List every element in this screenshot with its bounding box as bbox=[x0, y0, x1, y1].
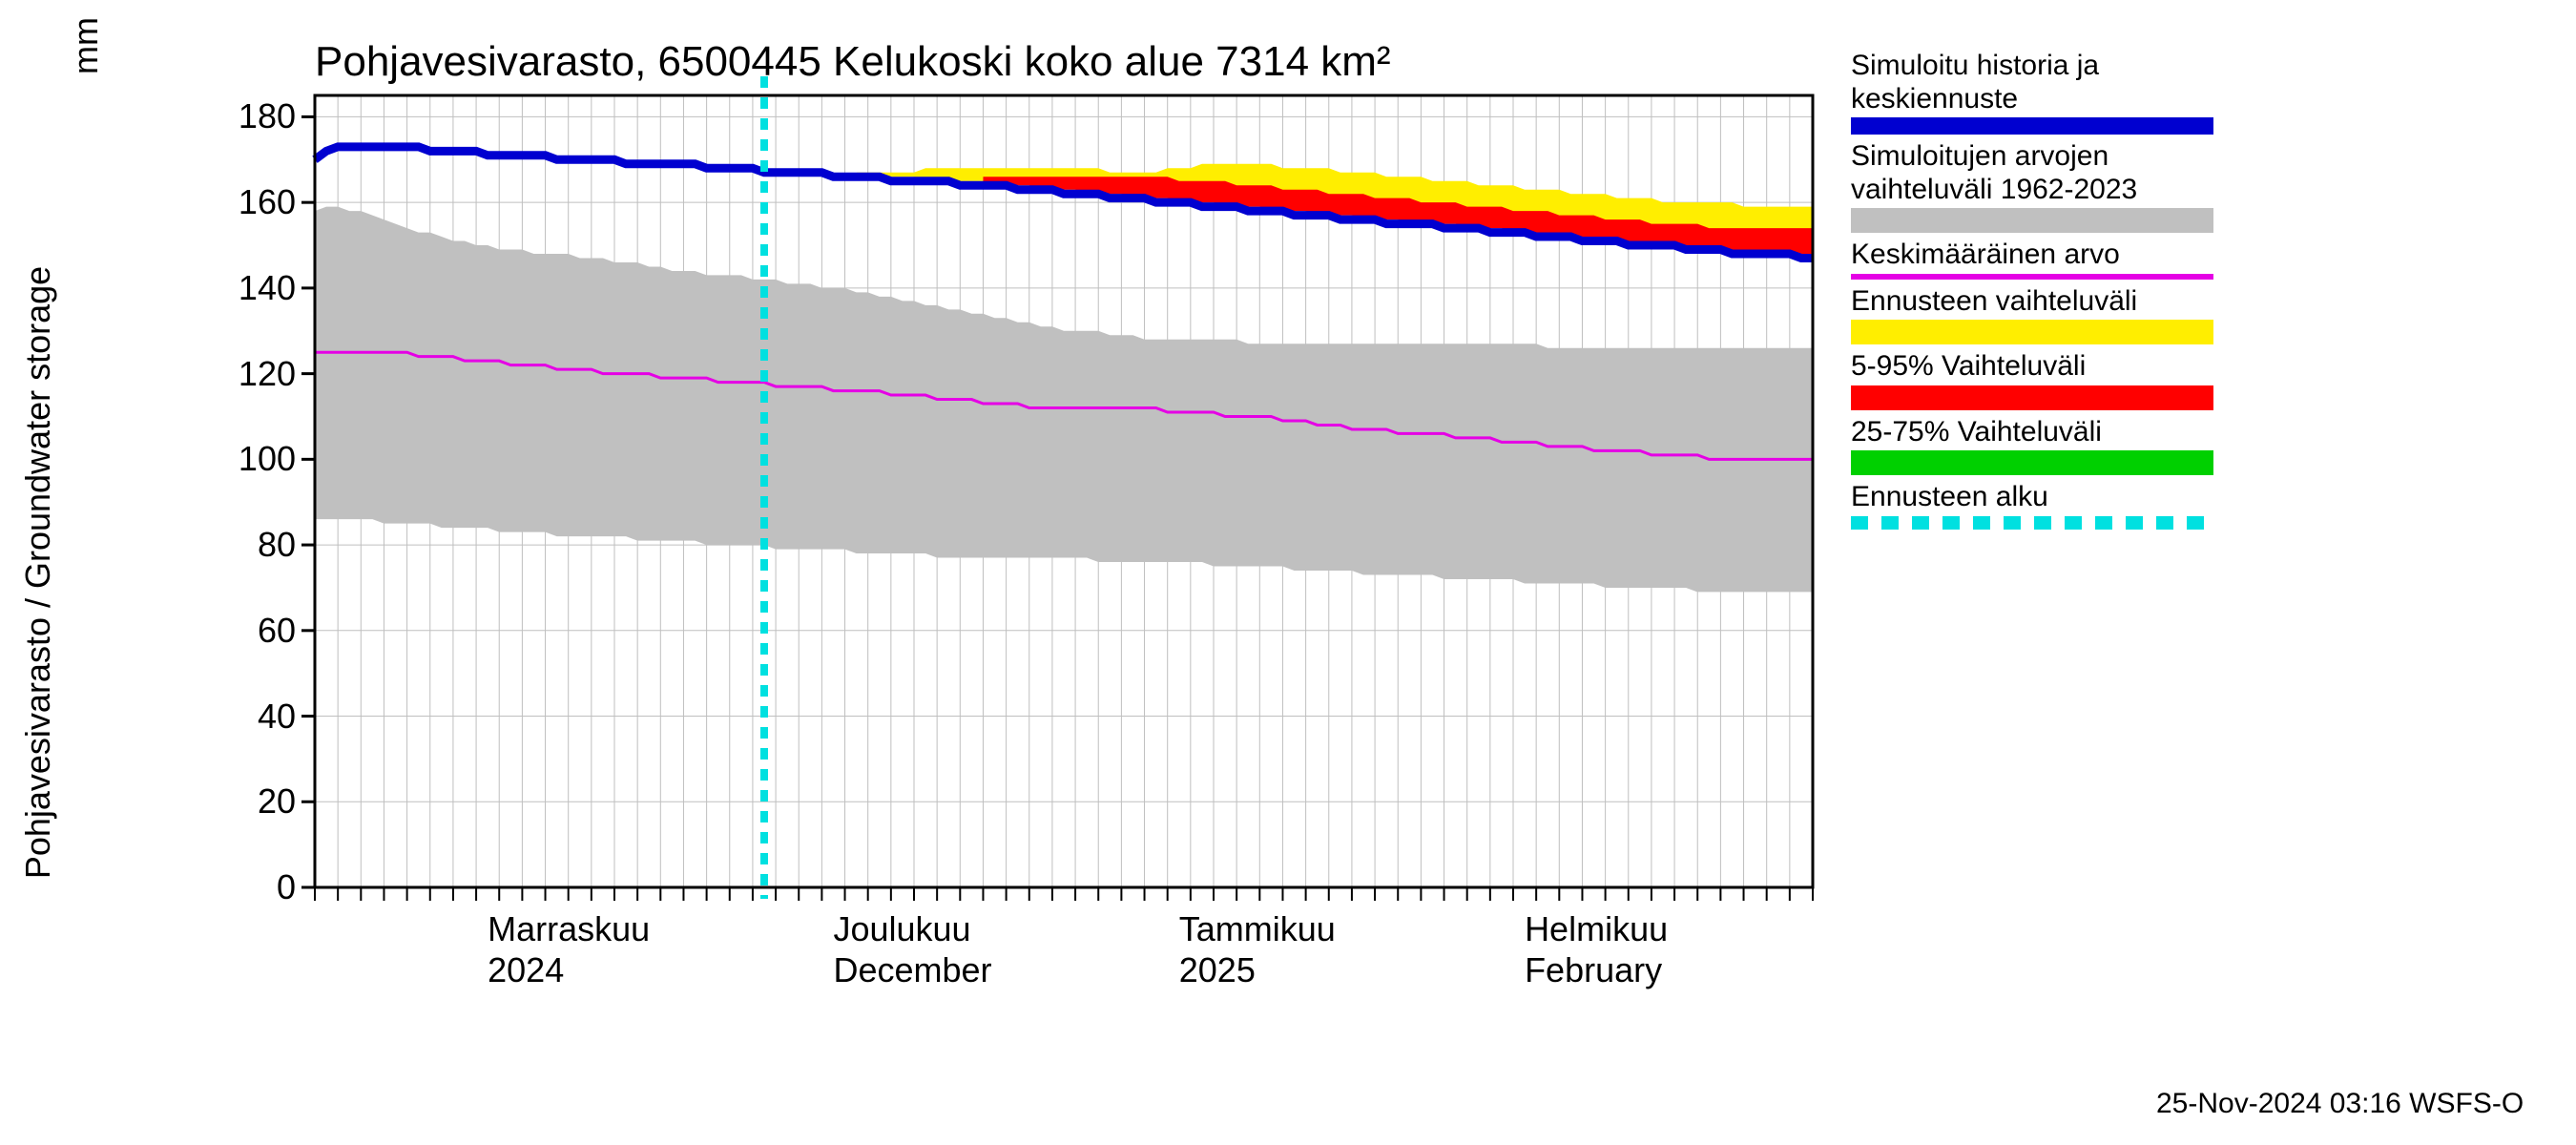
legend-item-swatch bbox=[1851, 117, 2213, 135]
chart-title: Pohjavesivarasto, 6500445 Kelukoski koko… bbox=[315, 38, 1391, 86]
legend-item-label: Keskimääräinen arvo bbox=[1851, 239, 2213, 272]
legend-item-label: Simuloitujen arvojenvaihteluväli 1962-20… bbox=[1851, 140, 2213, 206]
x-tick-label: Marraskuu2024 bbox=[488, 908, 650, 990]
y-tick-label: 180 bbox=[219, 96, 296, 136]
y-axis-unit: mm bbox=[66, 17, 106, 74]
x-tick-label: HelmikuuFebruary bbox=[1525, 908, 1668, 990]
legend-item: Simuloitu historia jakeskiennuste bbox=[1851, 50, 2213, 135]
legend-item-swatch bbox=[1851, 274, 2213, 280]
x-tick-label: Tammikuu2025 bbox=[1179, 908, 1336, 990]
y-axis-label: Pohjavesivarasto / Groundwater storage bbox=[18, 266, 58, 879]
y-tick-label: 160 bbox=[219, 182, 296, 222]
legend-item: Simuloitujen arvojenvaihteluväli 1962-20… bbox=[1851, 140, 2213, 233]
legend-item-label: 25-75% Vaihteluväli bbox=[1851, 416, 2213, 449]
legend-item-label: Simuloitu historia jakeskiennuste bbox=[1851, 50, 2213, 115]
x-tick-label: JoulukuuDecember bbox=[833, 908, 991, 990]
legend-item: Ennusteen alku bbox=[1851, 481, 2213, 530]
legend-item-label: 5-95% Vaihteluväli bbox=[1851, 350, 2213, 384]
legend-item-swatch bbox=[1851, 320, 2213, 344]
legend-item-label: Ennusteen vaihteluväli bbox=[1851, 285, 2213, 319]
legend-item-swatch bbox=[1851, 516, 2213, 530]
legend-item-label: Ennusteen alku bbox=[1851, 481, 2213, 514]
legend-item-swatch bbox=[1851, 208, 2213, 233]
y-tick-label: 140 bbox=[219, 268, 296, 308]
chart-legend: Simuloitu historia jakeskiennuste Simuloi… bbox=[1851, 50, 2213, 535]
legend-item: 5-95% Vaihteluväli bbox=[1851, 350, 2213, 410]
legend-item: 25-75% Vaihteluväli bbox=[1851, 416, 2213, 476]
y-tick-label: 80 bbox=[219, 525, 296, 565]
y-tick-label: 40 bbox=[219, 697, 296, 737]
y-tick-label: 0 bbox=[219, 867, 296, 907]
legend-item-swatch bbox=[1851, 450, 2213, 475]
y-tick-label: 100 bbox=[219, 439, 296, 479]
y-tick-label: 60 bbox=[219, 611, 296, 651]
legend-item: Ennusteen vaihteluväli bbox=[1851, 285, 2213, 345]
y-tick-label: 20 bbox=[219, 781, 296, 822]
chart-container: Pohjavesivarasto / Groundwater storage m… bbox=[0, 0, 2576, 1145]
chart-footer: 25-Nov-2024 03:16 WSFS-O bbox=[2156, 1088, 2524, 1120]
y-tick-label: 120 bbox=[219, 354, 296, 394]
chart-plot-area bbox=[315, 95, 1813, 887]
legend-item-swatch bbox=[1851, 385, 2213, 410]
legend-item: Keskimääräinen arvo bbox=[1851, 239, 2213, 280]
